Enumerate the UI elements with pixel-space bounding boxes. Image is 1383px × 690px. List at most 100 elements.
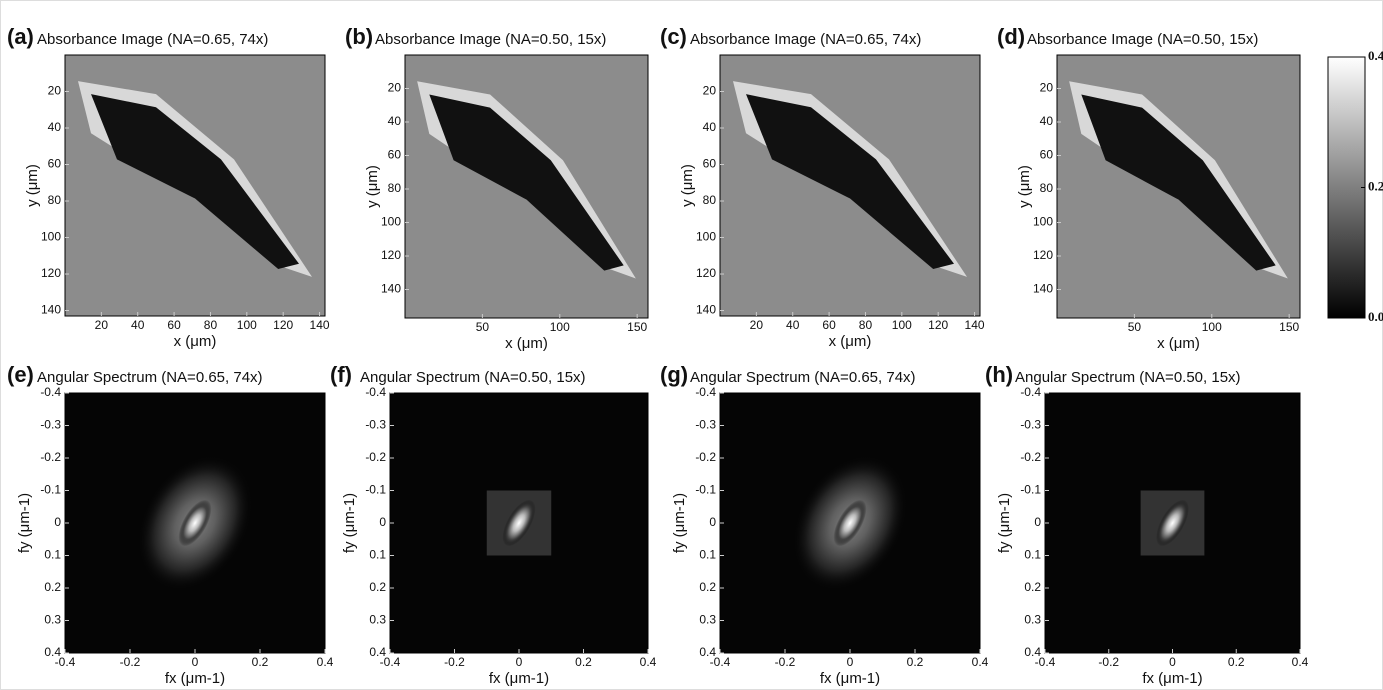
y-tick-label: -0.1: [40, 483, 61, 497]
y-axis-label: y (μm): [364, 165, 381, 208]
y-tick-label: 100: [696, 230, 716, 244]
x-tick-label: 60: [167, 318, 181, 332]
y-tick-label: 40: [48, 120, 62, 134]
image-feature: [1081, 94, 1276, 271]
y-tick-label: 140: [696, 303, 716, 317]
y-tick-label: 60: [388, 148, 402, 162]
y-tick-label: 100: [1033, 215, 1053, 229]
x-tick-label: 0.4: [640, 655, 657, 669]
y-tick-label: -0.3: [365, 418, 386, 432]
panel-title: Angular Spectrum (NA=0.50, 15x): [1015, 369, 1241, 386]
y-tick-label: 120: [1033, 248, 1053, 262]
y-axis-label: y (μm): [679, 164, 696, 207]
x-tick-label: 120: [273, 318, 293, 332]
y-tick-label: 0.2: [369, 580, 386, 594]
x-axis-label: fx (μm-1): [820, 670, 880, 687]
y-tick-label: -0.2: [40, 450, 61, 464]
y-tick-label: -0.4: [365, 385, 386, 399]
y-tick-label: -0.1: [695, 483, 716, 497]
x-tick-label: 0.4: [972, 655, 989, 669]
x-axis-label: x (μm): [829, 333, 872, 350]
x-tick-label: 0: [1169, 655, 1176, 669]
y-tick-label: 100: [41, 230, 61, 244]
panel-title: Absorbance Image (NA=0.50, 15x): [1027, 31, 1258, 48]
panel-title: Absorbance Image (NA=0.50, 15x): [375, 31, 606, 48]
x-tick-label: 150: [1279, 320, 1299, 334]
x-tick-label: 140: [310, 318, 330, 332]
y-axis-label: fy (μm-1): [16, 493, 33, 553]
x-tick-label: -0.2: [120, 655, 141, 669]
x-tick-label: 20: [750, 318, 764, 332]
y-tick-label: 40: [703, 120, 717, 134]
y-tick-label: 0: [379, 515, 386, 529]
y-tick-label: 0.3: [369, 613, 386, 627]
y-tick-label: -0.4: [695, 385, 716, 399]
panel-label: (c): [660, 24, 687, 49]
y-tick-label: 0.2: [44, 580, 61, 594]
panel-label: (f): [330, 362, 352, 387]
y-tick-label: 0.1: [44, 548, 61, 562]
x-tick-label: 100: [1202, 320, 1222, 334]
x-tick-label: -0.4: [1035, 655, 1056, 669]
axes-frame: [64, 54, 326, 317]
y-tick-label: 0.4: [44, 645, 61, 659]
y-tick-label: 0.2: [1024, 580, 1041, 594]
y-tick-label: 0: [709, 515, 716, 529]
x-tick-label: -0.4: [380, 655, 401, 669]
x-tick-label: 150: [627, 320, 647, 334]
y-tick-label: 80: [388, 181, 402, 195]
y-tick-label: 20: [48, 84, 62, 98]
y-tick-label: 100: [381, 215, 401, 229]
x-tick-label: 40: [786, 318, 800, 332]
image-feature: [746, 94, 954, 270]
y-tick-label: 60: [1040, 148, 1054, 162]
y-tick-label: 0.4: [1024, 645, 1041, 659]
y-tick-label: 120: [41, 266, 61, 280]
x-tick-label: 40: [131, 318, 145, 332]
colorbar-tick-label: 0.0: [1368, 309, 1383, 324]
panel-label: (d): [997, 24, 1025, 49]
y-tick-label: 140: [381, 282, 401, 296]
y-tick-label: 80: [48, 193, 62, 207]
x-tick-label: 0: [847, 655, 854, 669]
x-tick-label: 20: [95, 318, 109, 332]
image-feature: [178, 499, 212, 547]
y-tick-label: 20: [388, 81, 402, 95]
x-tick-label: 0.4: [317, 655, 334, 669]
x-tick-label: 140: [965, 318, 985, 332]
y-tick-label: 40: [388, 114, 402, 128]
axes-frame: [1056, 54, 1301, 319]
y-tick-label: -0.2: [365, 450, 386, 464]
y-tick-label: 140: [41, 303, 61, 317]
y-tick-label: -0.3: [1020, 418, 1041, 432]
x-tick-label: 100: [892, 318, 912, 332]
y-tick-label: 120: [381, 248, 401, 262]
x-tick-label: 100: [550, 320, 570, 334]
y-tick-label: -0.3: [40, 418, 61, 432]
y-tick-label: -0.1: [1020, 483, 1041, 497]
panel-title: Angular Spectrum (NA=0.65, 74x): [37, 369, 263, 386]
x-tick-label: 0.4: [1292, 655, 1309, 669]
x-tick-label: -0.2: [444, 655, 465, 669]
x-axis-label: x (μm): [505, 335, 548, 352]
y-tick-label: 80: [1040, 181, 1054, 195]
x-tick-label: 50: [476, 320, 490, 334]
y-tick-label: 0.1: [699, 548, 716, 562]
y-tick-label: -0.2: [1020, 450, 1041, 464]
y-tick-label: 140: [1033, 282, 1053, 296]
panel-label: (g): [660, 362, 688, 387]
panel-label: (a): [7, 24, 34, 49]
x-tick-label: 80: [204, 318, 218, 332]
panel-label: (h): [985, 362, 1013, 387]
x-tick-label: -0.2: [775, 655, 796, 669]
panel-title: Absorbance Image (NA=0.65, 74x): [690, 31, 921, 48]
y-tick-label: 0: [54, 515, 61, 529]
x-tick-label: 0.2: [252, 655, 269, 669]
x-tick-label: 120: [928, 318, 948, 332]
x-tick-label: -0.4: [55, 655, 76, 669]
y-tick-label: 0.3: [699, 613, 716, 627]
y-tick-label: -0.3: [695, 418, 716, 432]
y-tick-label: 0.1: [1024, 548, 1041, 562]
y-tick-label: -0.1: [365, 483, 386, 497]
